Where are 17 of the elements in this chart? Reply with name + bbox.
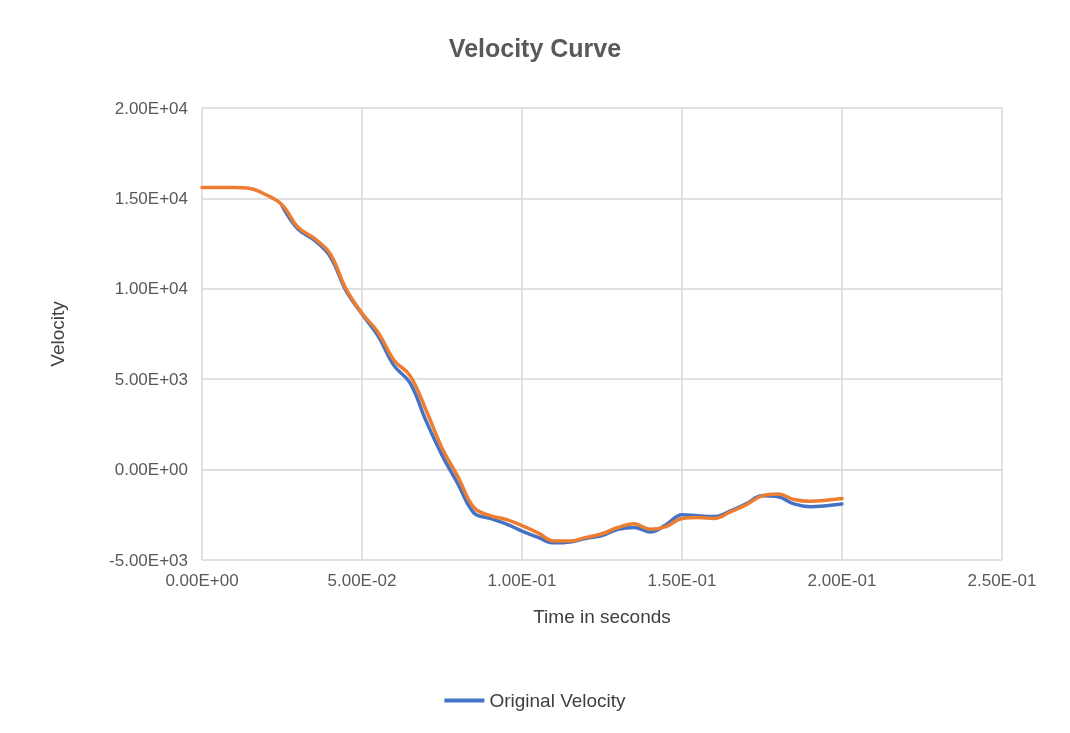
x-tick-label: 2.00E-01 xyxy=(807,571,877,590)
y-tick-label: 0.00E+00 xyxy=(114,460,188,480)
x-tick-label: 1.50E-01 xyxy=(647,571,717,590)
line-series xyxy=(200,185,844,543)
x-tick-label: 0.00E+00 xyxy=(165,571,239,590)
y-tick-label: 1.50E+04 xyxy=(114,188,188,208)
y-tick-label: -5.00E+03 xyxy=(109,550,188,570)
x-axis-title: Time in seconds xyxy=(533,606,671,627)
x-tick-label: 2.50E-01 xyxy=(967,571,1037,590)
y-tick-label: 1.00E+04 xyxy=(114,279,188,299)
x-tick-label: 5.00E-02 xyxy=(327,571,397,590)
y-axis-title: Velocity xyxy=(47,300,68,367)
y-tick-label: 5.00E+03 xyxy=(114,369,188,389)
x-tick-label: 1.00E-01 xyxy=(487,571,557,590)
legend-label: Original Velocity xyxy=(489,690,627,711)
y-tick-label: 2.00E+04 xyxy=(114,98,188,118)
chart-title: Velocity Curve xyxy=(448,33,622,62)
